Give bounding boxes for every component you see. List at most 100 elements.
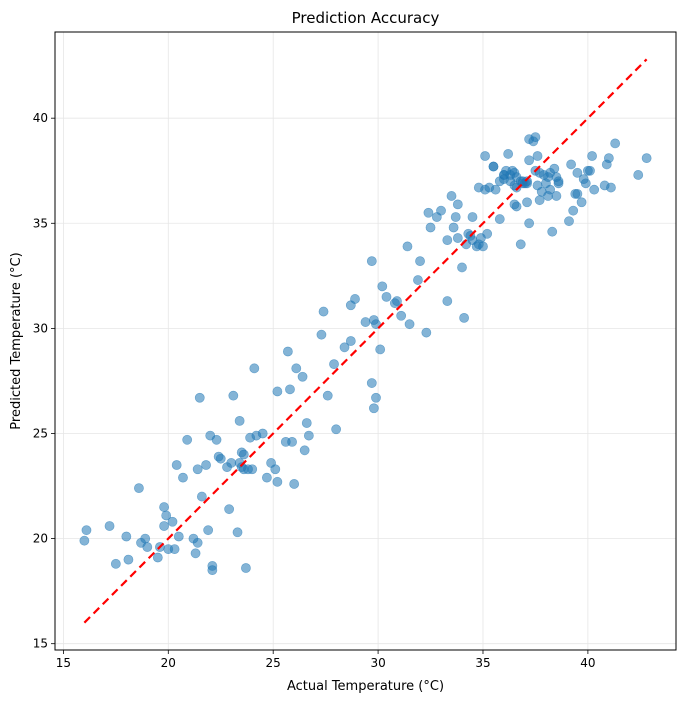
data-point [568, 205, 579, 216]
data-point [580, 178, 591, 189]
data-point [368, 403, 379, 414]
data-point [110, 558, 121, 569]
data-point [211, 434, 222, 445]
data-point [215, 453, 226, 464]
data-point [234, 415, 245, 426]
grid-lines [55, 32, 676, 650]
data-point [522, 176, 532, 187]
data-point [488, 161, 499, 172]
data-point [442, 296, 453, 306]
data-point [452, 233, 463, 243]
data-point [272, 476, 283, 487]
data-point [140, 533, 151, 544]
y-tick-label: 20 [33, 532, 48, 546]
data-point [123, 554, 134, 565]
y-tick-label: 30 [33, 321, 48, 335]
data-point [589, 184, 600, 195]
plot-frame [54, 31, 677, 651]
data-point [610, 138, 621, 149]
data-point [79, 535, 90, 546]
data-point [606, 182, 616, 193]
data-point [436, 205, 446, 216]
data-point [425, 222, 436, 233]
data-point [282, 346, 293, 357]
data-point [182, 434, 193, 445]
data-point [381, 291, 392, 302]
data-point [194, 392, 205, 403]
data-point [553, 178, 564, 189]
data-point [452, 199, 463, 210]
x-tick-label: 15 [56, 656, 71, 670]
data-point [524, 218, 535, 229]
data-point [81, 525, 92, 536]
data-point [190, 548, 201, 559]
data-point [316, 329, 327, 340]
data-point [322, 390, 333, 401]
x-tick-label: 25 [266, 656, 281, 670]
data-point [241, 563, 251, 573]
data-point [291, 363, 302, 374]
data-point [345, 336, 356, 346]
data-point [299, 445, 310, 456]
data-point [576, 197, 587, 208]
data-point [360, 317, 371, 327]
data-point [377, 281, 388, 292]
data-point [203, 525, 214, 536]
data-point [228, 390, 239, 401]
data-point [303, 430, 314, 441]
data-point [329, 359, 339, 370]
data-point [201, 460, 211, 470]
data-point [534, 195, 545, 206]
data-point [366, 378, 377, 388]
data-point [142, 542, 153, 552]
data-point [297, 371, 308, 382]
data-point [192, 537, 203, 548]
data-point [152, 552, 163, 563]
data-point [331, 424, 342, 435]
data-point [545, 184, 556, 195]
data-point [375, 344, 386, 355]
data-point [261, 472, 272, 483]
y-axis-label: Predicted Temperature (°C) [9, 252, 24, 429]
data-point [641, 153, 652, 164]
data-point [448, 222, 459, 233]
data-point [257, 428, 268, 439]
data-point [169, 544, 180, 555]
data-point [421, 327, 432, 338]
data-point [226, 458, 237, 468]
data-point [287, 436, 297, 447]
data-point [467, 212, 478, 222]
data-point [161, 510, 172, 521]
y-tick-label: 25 [33, 426, 48, 440]
data-point [564, 216, 574, 227]
data-point [173, 531, 184, 542]
data-point [366, 256, 377, 267]
data-point [396, 310, 407, 321]
x-tick-label: 20 [161, 656, 176, 670]
data-point [371, 319, 381, 330]
data-point [549, 163, 560, 174]
data-point [167, 516, 178, 527]
data-point [503, 149, 514, 159]
data-point [551, 191, 562, 201]
data-point [547, 226, 558, 237]
data-point [207, 565, 218, 576]
data-point [566, 159, 577, 170]
data-point [480, 151, 490, 161]
x-tick-label: 30 [370, 656, 385, 670]
data-point [224, 504, 235, 515]
data-point [524, 155, 535, 166]
y-tick-label: 35 [33, 216, 48, 230]
data-point [478, 241, 488, 252]
y-tick-label: 40 [33, 111, 48, 125]
data-point [490, 184, 501, 195]
y-axis-ticks: 15 20 25 30 35 40 [33, 111, 55, 651]
y-tick-label: 15 [33, 637, 48, 651]
data-point [171, 460, 182, 470]
data-point [515, 239, 526, 250]
data-point [121, 531, 132, 542]
data-points [79, 132, 652, 576]
data-point [587, 151, 597, 161]
data-point [585, 165, 595, 176]
